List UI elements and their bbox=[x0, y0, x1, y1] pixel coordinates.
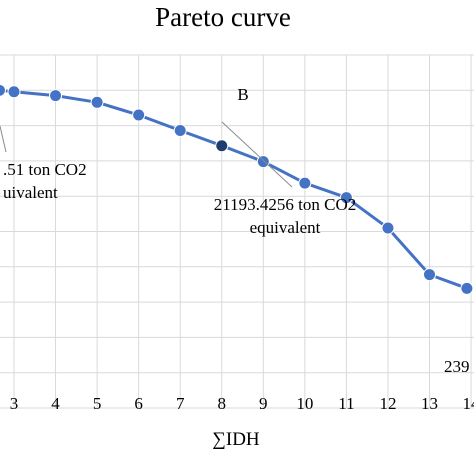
data-point bbox=[173, 124, 187, 138]
x-tick-label: 8 bbox=[218, 394, 227, 413]
data-point bbox=[7, 85, 21, 99]
x-tick-label: 13 bbox=[421, 394, 438, 413]
data-point bbox=[339, 191, 353, 205]
data-point bbox=[298, 176, 312, 190]
annotations: .51 ton CO2 uivalent 21193.4256 ton CO2 … bbox=[0, 85, 470, 376]
annotation-a-line1: .51 ton CO2 bbox=[3, 160, 87, 179]
annotation-b-line1: 21193.4256 ton CO2 bbox=[214, 195, 356, 214]
data-point bbox=[381, 221, 395, 235]
data-point bbox=[49, 89, 63, 103]
annotation-b-line2: equivalent bbox=[250, 218, 321, 237]
x-tick-label: 4 bbox=[51, 394, 60, 413]
highlight-point-b bbox=[215, 139, 229, 153]
x-tick-label: 12 bbox=[379, 394, 396, 413]
annotation-a-line2: uivalent bbox=[3, 183, 58, 202]
data-point bbox=[423, 268, 436, 282]
data-point bbox=[132, 108, 146, 122]
x-tick-label: 14 bbox=[463, 394, 474, 413]
x-tick-label: 9 bbox=[259, 394, 268, 413]
x-axis-title: ∑IDH bbox=[212, 429, 260, 450]
data-point bbox=[0, 83, 6, 97]
x-tick-label: 3 bbox=[10, 394, 19, 413]
x-tick-labels: 3 4 5 6 7 8 9 10 11 12 13 14 bbox=[10, 394, 474, 413]
data-point bbox=[460, 281, 474, 295]
chart-title: Pareto curve bbox=[155, 2, 291, 32]
plot-area bbox=[0, 83, 474, 295]
x-tick-label: 5 bbox=[93, 394, 102, 413]
grid bbox=[0, 54, 474, 409]
point-b-label: B bbox=[237, 85, 248, 104]
x-tick-label: 6 bbox=[134, 394, 143, 413]
data-point bbox=[256, 155, 270, 169]
x-tick-label: 11 bbox=[338, 394, 354, 413]
x-tick-label: 7 bbox=[176, 394, 185, 413]
data-point bbox=[90, 95, 104, 109]
annotation-leader-a bbox=[0, 125, 7, 153]
x-tick-label: 10 bbox=[296, 394, 313, 413]
annotation-leader-b bbox=[221, 121, 293, 188]
annotation-c-line1: 239 bbox=[444, 357, 470, 376]
